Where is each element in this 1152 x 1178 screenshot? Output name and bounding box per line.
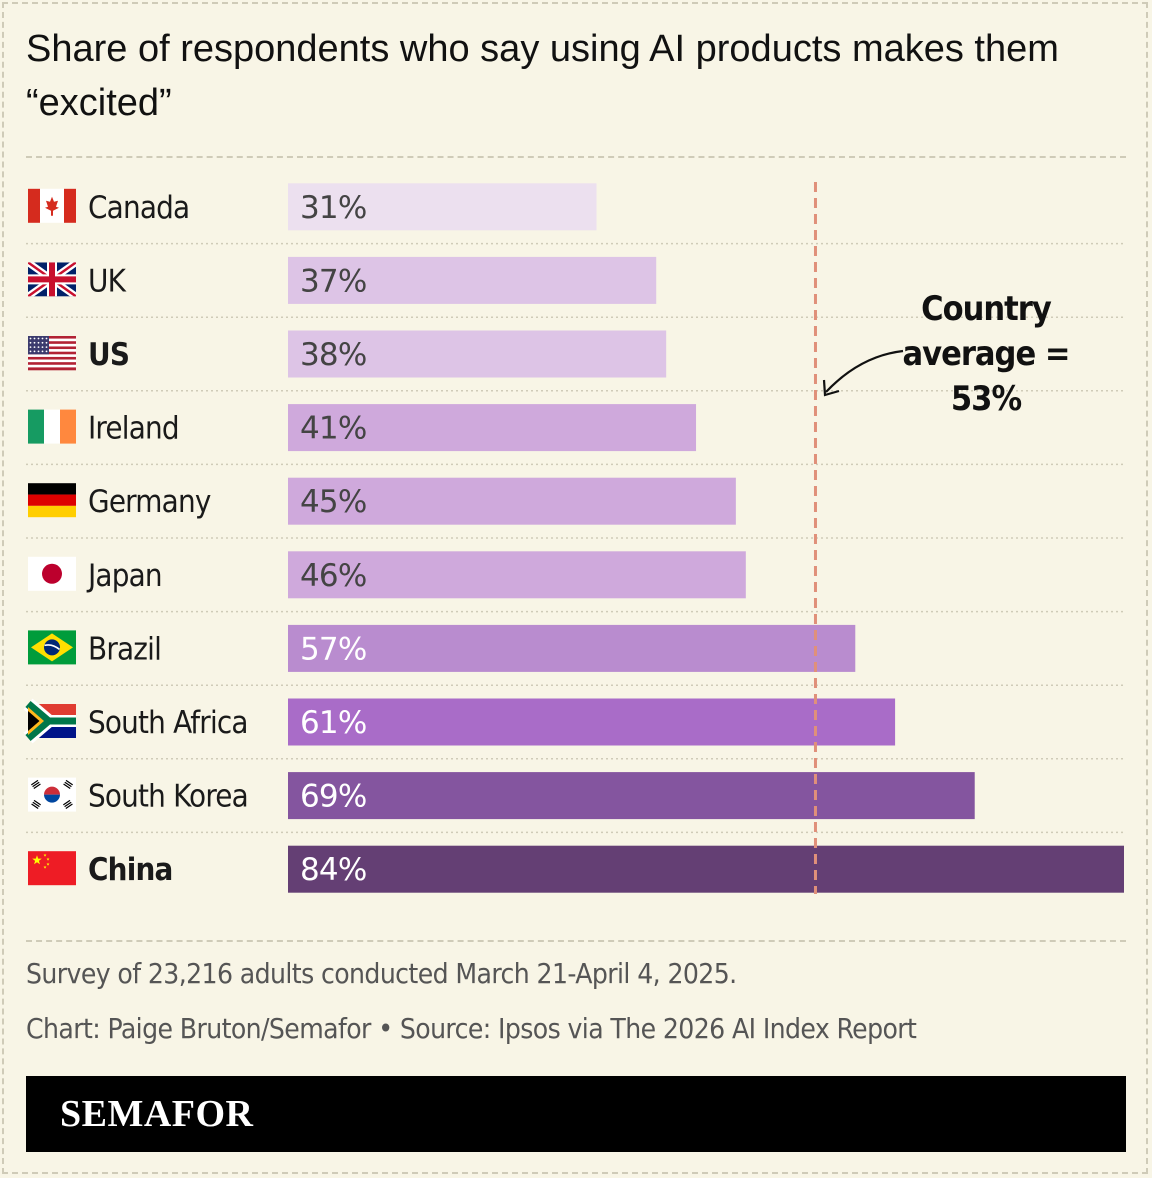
annotation-arrow [825, 349, 904, 393]
germany-flag-icon [28, 483, 76, 518]
bar-brazil [288, 624, 856, 672]
category-label: Ireland [88, 411, 179, 447]
category-label: South Korea [88, 779, 248, 815]
annotation-arrowhead [822, 379, 840, 397]
chart-title: Share of respondents who say using AI pr… [26, 28, 1059, 124]
bar-value-label: 84% [300, 852, 367, 888]
brazil-flag-icon [28, 630, 76, 665]
category-label: Germany [88, 484, 211, 520]
south-africa-flag-icon [23, 698, 76, 744]
china-flag-icon [28, 851, 76, 886]
south-korea-flag-icon [28, 777, 76, 812]
survey-footnote: Survey of 23,216 adults conducted March … [26, 957, 737, 990]
average-annotation-line: 53% [951, 379, 1022, 419]
source-credit: Chart: Paige Bruton/Semafor • Source: Ip… [26, 1012, 917, 1045]
bar-chart: Canada UK US Ireland Germany Japan Brazil South… [23, 182, 1126, 894]
category-label: Japan [86, 558, 162, 594]
average-annotation-line: average = [903, 334, 1070, 374]
bar-value-label: 38% [300, 337, 367, 373]
bar-japan [288, 551, 746, 599]
bar-canada [288, 183, 597, 231]
bar-value-label: 37% [300, 263, 367, 299]
uk-flag-icon [28, 262, 76, 297]
bar-south-korea [288, 772, 975, 820]
category-label: Canada [88, 190, 189, 226]
category-label: China [88, 852, 173, 888]
us-flag-icon [28, 336, 76, 371]
bar-value-label: 41% [300, 411, 367, 447]
ireland-flag-icon [28, 409, 76, 444]
bar-ireland [288, 404, 697, 452]
category-label: South Africa [88, 705, 248, 741]
bar-china [288, 845, 1124, 893]
bar-value-label: 57% [300, 631, 367, 667]
semafor-logo: SEMAFOR [60, 1093, 254, 1135]
bar-value-label: 61% [300, 705, 367, 741]
canada-flag-icon [28, 188, 76, 223]
brand-bar: SEMAFOR [26, 1076, 1126, 1152]
category-label: US [88, 337, 129, 373]
top-divider [26, 156, 1126, 158]
bar-value-label: 45% [300, 484, 367, 520]
bar-value-label: 31% [300, 190, 367, 226]
japan-flag-icon [28, 556, 76, 591]
bar-value-label: 46% [300, 558, 367, 594]
bar-germany [288, 477, 736, 525]
category-label: Brazil [88, 631, 161, 667]
bar-value-label: 69% [300, 779, 367, 815]
average-annotation-line: Country [921, 289, 1052, 329]
bar-us [288, 330, 667, 378]
bar-uk [288, 256, 657, 304]
bottom-divider [26, 940, 1126, 942]
bar-south-africa [288, 698, 896, 746]
category-label: UK [88, 263, 127, 299]
